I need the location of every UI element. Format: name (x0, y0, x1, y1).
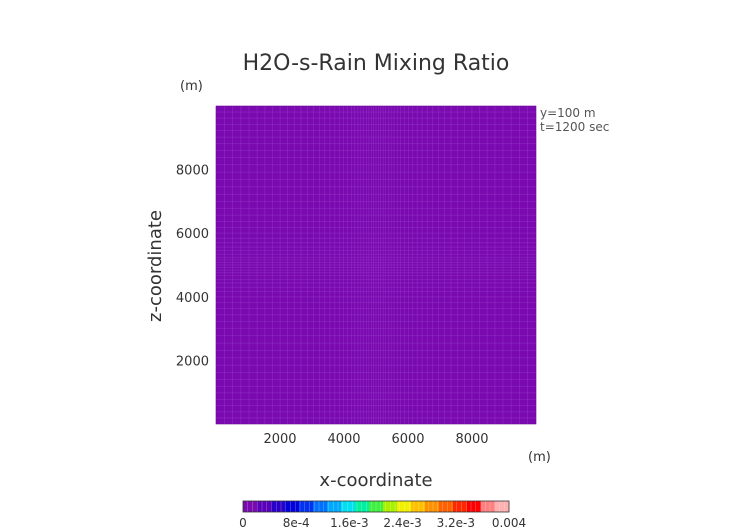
x-unit-label: (m) (528, 450, 551, 465)
colorbar-swatch (425, 501, 440, 512)
y-tick-label: 2000 (176, 354, 209, 369)
colorbar-swatch (341, 501, 356, 512)
colorbar-swatch (397, 501, 412, 512)
colorbar-swatch (467, 501, 482, 512)
colorbar-swatch (243, 501, 258, 512)
colorbar-swatch (439, 501, 454, 512)
y-axis-label: z-coordinate (145, 210, 166, 322)
annotation-time: t=1200 sec (540, 120, 609, 134)
x-axis-ticks: 2000 4000 6000 8000 (263, 432, 488, 447)
colorbar-swatch (411, 501, 426, 512)
colorbar-swatch (257, 501, 272, 512)
colorbar-frame (242, 500, 510, 513)
colorbar-tick-label: 1.6e-3 (330, 516, 368, 530)
plot-frame (215, 105, 537, 425)
colorbar-swatch (271, 501, 286, 512)
colorbar-swatch (481, 501, 496, 512)
colorbar-tick-label: 8e-4 (283, 516, 310, 530)
y-unit-label: (m) (180, 79, 203, 94)
mesh-grid (216, 106, 536, 424)
y-tick-label: 4000 (176, 291, 209, 306)
chart-title: H2O-s-Rain Mixing Ratio (243, 51, 510, 76)
colorbar (242, 500, 510, 513)
colorbar-tick-label: 3.2e-3 (437, 516, 475, 530)
colorbar-swatch (327, 501, 342, 512)
x-tick-label: 8000 (455, 432, 488, 447)
y-tick-label: 8000 (176, 164, 209, 179)
x-tick-label: 4000 (327, 432, 360, 447)
colorbar-swatch (299, 501, 314, 512)
colorbar-tick-label: 0.004 (492, 516, 526, 530)
colorbar-swatch (453, 501, 468, 512)
colorbar-swatch (495, 501, 510, 512)
x-tick-label: 6000 (391, 432, 424, 447)
colorbar-swatch (369, 501, 384, 512)
y-tick-label: 6000 (176, 227, 209, 242)
colorbar-swatch (285, 501, 300, 512)
colorbar-ticks: 0 8e-4 1.6e-3 2.4e-3 3.2e-3 0.004 (239, 516, 526, 530)
y-axis-ticks: 2000 4000 6000 8000 (176, 164, 209, 370)
colorbar-tick-label: 2.4e-3 (383, 516, 421, 530)
colorbar-swatch (313, 501, 328, 512)
colorbar-swatch (355, 501, 370, 512)
plot-area (215, 105, 537, 425)
x-axis-label: x-coordinate (319, 470, 432, 491)
annotation-y-position: y=100 m (540, 106, 596, 120)
colorbar-tick-label: 0 (239, 516, 247, 530)
x-tick-label: 2000 (263, 432, 296, 447)
